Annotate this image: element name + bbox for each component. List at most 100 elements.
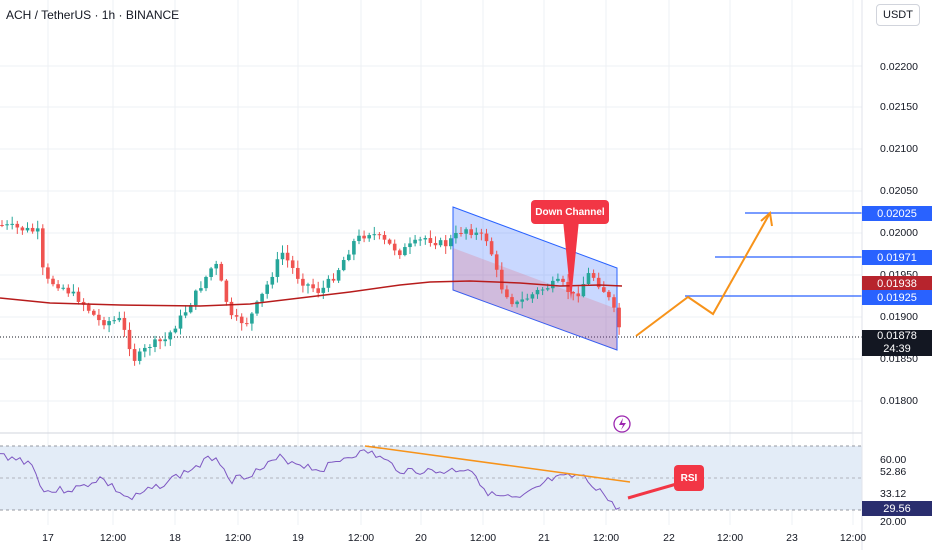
- candle-body: [97, 314, 101, 321]
- candle-body: [30, 227, 35, 232]
- rsi-label: 20.00: [880, 516, 907, 528]
- time-label: 12:00: [716, 532, 744, 544]
- rsi-callout-pointer: [627, 481, 681, 500]
- price-label: 0.01850: [880, 353, 918, 365]
- candle-body: [163, 339, 167, 342]
- projection-path: [635, 212, 771, 337]
- currency-button[interactable]: USDT: [876, 4, 920, 26]
- candle-body: [591, 273, 596, 278]
- candle-body: [387, 239, 392, 244]
- projection-arrowhead: [760, 211, 773, 227]
- lightning-icon[interactable]: [613, 415, 631, 433]
- candle-body: [86, 304, 91, 311]
- candle-body: [581, 284, 586, 297]
- time-label: 12:00: [839, 532, 867, 544]
- rsi-line: [0, 449, 621, 510]
- candle-body: [250, 313, 254, 324]
- last-price-tag: 0.01878 24:39: [862, 330, 932, 356]
- rsi-label: 60.00: [880, 454, 907, 466]
- time-label: 20: [415, 532, 427, 544]
- candle-body: [454, 233, 458, 239]
- time-label: 18: [169, 532, 181, 544]
- candle-body: [280, 252, 285, 260]
- candle-body: [137, 351, 142, 361]
- candle-body: [148, 346, 152, 348]
- rsi-callout-label: RSI: [674, 465, 704, 491]
- candle-body: [10, 223, 14, 225]
- candle-body: [301, 278, 305, 286]
- candle-body: [188, 305, 193, 313]
- candle-body: [178, 315, 183, 329]
- candle-body: [433, 242, 438, 246]
- candle-body: [204, 276, 208, 289]
- candles: [0, 216, 621, 366]
- down-channel-label: Down Channel: [531, 200, 609, 224]
- candle-body: [5, 224, 9, 226]
- candle-body: [275, 259, 280, 277]
- price-label: 0.02050: [880, 185, 918, 197]
- symbol-title: ACH / TetherUS · 1h · BINANCE: [6, 8, 180, 22]
- candle-body: [586, 273, 591, 285]
- candle-body: [234, 315, 239, 317]
- candle-body: [158, 339, 162, 342]
- candle-body: [520, 299, 524, 302]
- candle-body: [107, 321, 111, 326]
- candle-body: [566, 281, 570, 293]
- candle-body: [489, 241, 494, 255]
- candle-body: [535, 289, 540, 295]
- price-label: 0.02100: [880, 143, 918, 155]
- candle-body: [224, 280, 229, 302]
- candle-body: [311, 284, 315, 289]
- candle-body: [556, 278, 560, 281]
- candle-body: [438, 240, 443, 246]
- candle-body: [377, 234, 382, 236]
- candle-body: [525, 298, 530, 300]
- candle-body: [168, 332, 173, 340]
- candle-body: [413, 239, 417, 244]
- time-label: 12:00: [99, 532, 127, 544]
- candle-body: [571, 292, 575, 294]
- candle-body: [296, 267, 300, 279]
- candle-body: [357, 235, 361, 242]
- channel-callout-pointer: [563, 220, 579, 300]
- down-channel-lower-zone: [453, 248, 617, 350]
- candle-body: [56, 284, 60, 289]
- candle-body: [510, 297, 514, 305]
- candle-body: [515, 301, 519, 305]
- candle-body: [132, 349, 137, 361]
- candle-body: [336, 270, 341, 281]
- grid-lines: [0, 0, 862, 525]
- candle-body: [61, 287, 65, 289]
- moving-average-line: [0, 280, 623, 307]
- rsi-value-tag: 29.56: [862, 501, 932, 516]
- candle-body: [341, 259, 346, 271]
- price-label: 0.02000: [880, 227, 918, 239]
- price-label: 0.01900: [880, 311, 918, 323]
- candle-body: [382, 234, 387, 240]
- candle-body: [428, 238, 433, 243]
- candle-body: [245, 323, 249, 325]
- candle-body: [418, 239, 422, 241]
- candle-body: [35, 228, 40, 232]
- candle-body: [617, 307, 621, 328]
- candle-body: [92, 310, 96, 315]
- candle-body: [321, 287, 326, 293]
- candle-body: [0, 225, 4, 226]
- candle-body: [194, 290, 198, 306]
- candle-body: [41, 228, 45, 268]
- candle-body: [596, 277, 601, 288]
- candle-body: [66, 287, 71, 294]
- candle-body: [20, 227, 25, 231]
- candle-body: [71, 291, 76, 294]
- candle-body: [229, 301, 234, 316]
- candle-body: [612, 297, 616, 308]
- time-label: 21: [538, 532, 550, 544]
- candle-body: [479, 232, 484, 234]
- time-label: 12:00: [347, 532, 375, 544]
- candle-body: [199, 288, 203, 291]
- candle-body: [464, 229, 468, 234]
- price-label: 0.01800: [880, 395, 918, 407]
- candle-body: [117, 317, 122, 321]
- candle-body: [285, 252, 290, 261]
